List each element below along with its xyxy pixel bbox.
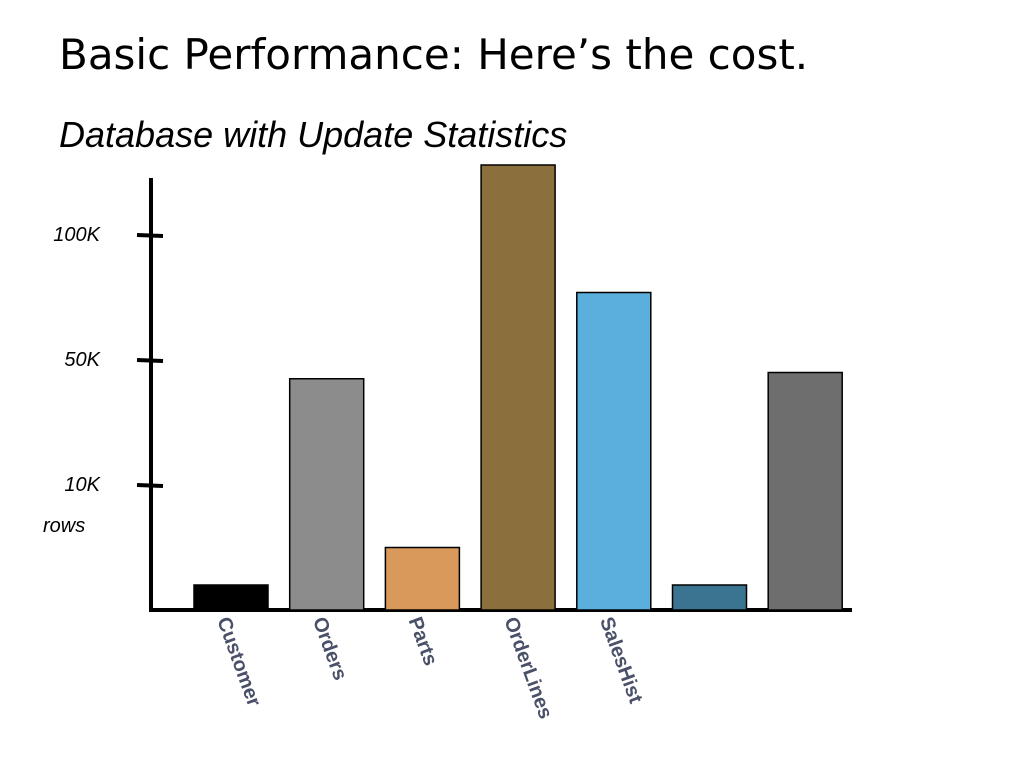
y-tick [136,483,164,488]
bar [480,164,556,611]
bar [193,584,269,611]
bar [288,378,365,611]
x-tick-label: OrderLines [499,614,556,722]
chart-title: Basic Performance: Here’s the cost. [59,30,808,79]
y-tick-label: 100K [53,224,101,246]
y-tick-label: 10K [64,474,101,496]
y-tick-label: 50K [64,349,101,371]
bar [576,291,652,611]
y-tick [136,358,164,363]
bar [767,371,843,611]
x-tick-label: Orders [308,614,351,683]
y-tick [136,233,164,238]
bar [671,584,748,611]
bar [384,546,461,611]
x-tick-label: Customer [212,614,265,709]
x-tick-label: Parts [404,614,442,669]
y-axis-label: rows [43,515,85,537]
chart-subtitle: Database with Update Statistics [59,114,567,155]
x-tick-label: SalesHist [595,614,647,706]
